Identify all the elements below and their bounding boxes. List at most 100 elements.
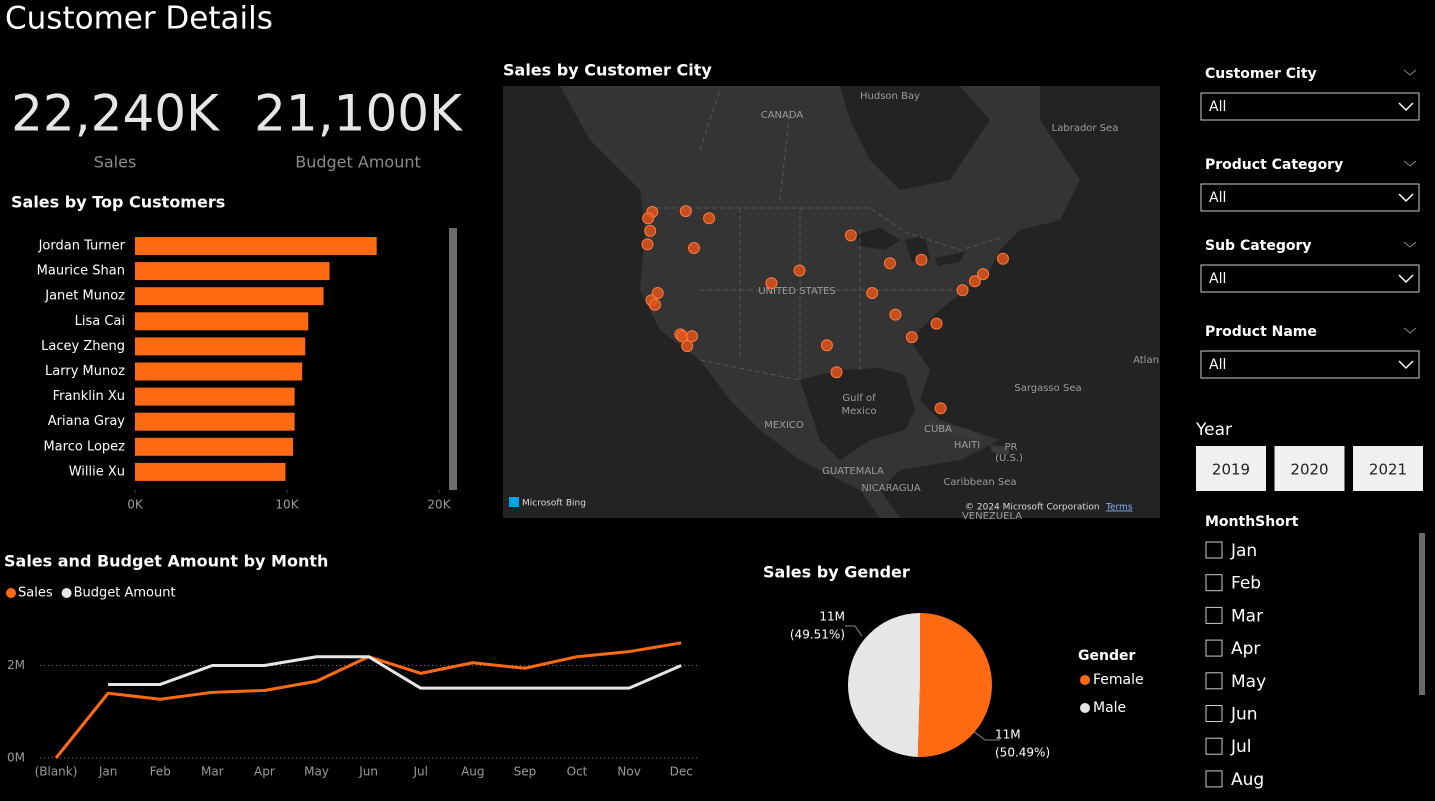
city-bubble[interactable] [642,212,655,225]
map-label: Labrador Sea [1052,123,1119,134]
city-bubble[interactable] [685,330,698,343]
city-bubble[interactable] [866,287,879,299]
pie-slice[interactable] [848,613,920,757]
checkbox[interactable] [1205,639,1223,657]
dropdown-value: All [1209,271,1226,287]
dropdown[interactable] [1200,264,1420,293]
month-label: Aug [1231,770,1264,790]
city-bubble[interactable] [930,317,943,330]
dropdown-value: All [1209,99,1226,115]
checkbox[interactable] [1205,770,1223,788]
legend-label: Budget Amount [74,586,176,601]
dropdown-arrow [1398,193,1414,203]
city-bubble[interactable] [830,366,843,379]
city-bubble[interactable] [915,253,928,266]
map[interactable]: Microsoft Bing © 2024 Microsoft Corporat… [503,86,1160,522]
legend-title: Gender [1078,648,1135,664]
kpi-value: 21,100K [254,85,463,143]
city-bubble[interactable] [765,277,778,290]
city-bubble[interactable] [681,340,694,353]
pie-slice[interactable] [917,613,993,757]
checkbox[interactable] [1205,606,1223,624]
islands [925,420,1010,455]
month-label: May [1231,672,1266,692]
bar[interactable] [135,362,303,381]
dropdown-arrow [1398,274,1414,284]
year-button[interactable] [1353,446,1423,491]
bar[interactable] [135,237,377,255]
city-bubble[interactable] [934,402,947,415]
leader-lines [845,625,1000,741]
city-bubble[interactable] [968,275,981,288]
slicer-collapse[interactable] [1403,69,1417,76]
category-label: Lacey Zheng [41,339,125,354]
slicer-collapse[interactable] [1403,327,1417,334]
checkbox[interactable] [1205,672,1223,690]
year-label: 2021 [1369,461,1407,479]
dropdown[interactable] [1200,92,1420,121]
map-label: CANADA [761,110,804,121]
bar[interactable] [135,312,309,331]
category-label: Janet Munoz [44,289,125,304]
month-label: Feb [1231,574,1261,594]
city-bubble[interactable] [996,252,1009,265]
year-button[interactable] [1196,446,1266,491]
map-label: Gulf of [842,393,876,404]
x-tick-label: Mar [201,765,224,779]
month-label: Apr [1231,639,1260,659]
city-bubble[interactable] [793,264,806,277]
map-label: Mexico [842,406,877,417]
city-bubble[interactable] [820,339,833,352]
city-bubble[interactable] [644,224,657,237]
bar[interactable] [135,387,295,406]
city-bubble[interactable] [844,229,857,242]
year-label: 2019 [1212,461,1250,479]
bay [840,86,990,190]
dropdown-value: All [1209,190,1226,206]
slicer-collapse[interactable] [1403,160,1417,167]
checkbox[interactable] [1205,737,1223,755]
bar[interactable] [135,437,294,456]
x-tick-label: Jan [98,765,118,779]
bar[interactable] [135,287,324,306]
checkbox[interactable] [1205,541,1223,559]
city-bubble[interactable] [977,268,990,281]
city-bubble[interactable] [651,287,664,299]
scrollbar[interactable] [1419,533,1425,695]
category-label: Lisa Cai [75,314,125,329]
dropdown[interactable] [1200,350,1420,379]
checkbox[interactable] [1205,705,1223,722]
city-bubble[interactable] [688,242,701,254]
bar[interactable] [135,462,286,481]
city-bubble[interactable] [883,257,896,270]
year-button[interactable] [1274,446,1345,491]
map-label: Atlan [1133,355,1159,366]
city-bubble[interactable] [641,238,654,251]
map-attribution: Microsoft Bing [522,499,586,509]
x-tick-label: Oct [567,765,588,779]
city-bubble[interactable] [703,212,716,225]
category-label: Willie Xu [69,464,125,479]
category-label: Larry Munoz [45,364,125,379]
map-label: VENEZUELA [962,511,1022,522]
slicer-collapse[interactable] [1403,241,1417,248]
dropdown-value: All [1209,357,1226,373]
x-tick-label: 10K [275,498,299,512]
dropdown[interactable] [1200,183,1420,212]
city-bubble[interactable] [956,284,969,297]
checkbox[interactable] [1205,574,1223,592]
map-terms[interactable]: Terms [1105,503,1133,513]
map-label: UNITED STATES [758,286,836,297]
city-bubble[interactable] [679,205,692,218]
city-bubble[interactable] [905,331,918,344]
map-copyright: © 2024 Microsoft Corporation [965,503,1100,513]
category-label: Jordan Turner [38,239,126,254]
bar[interactable] [135,337,306,356]
ocean [880,86,1160,518]
bar[interactable] [135,262,330,281]
city-bubble[interactable] [889,308,902,321]
map-label: NICARAGUA [861,483,921,494]
bar[interactable] [135,412,295,431]
city-bubble[interactable] [648,298,661,311]
scrollbar[interactable] [449,228,457,490]
